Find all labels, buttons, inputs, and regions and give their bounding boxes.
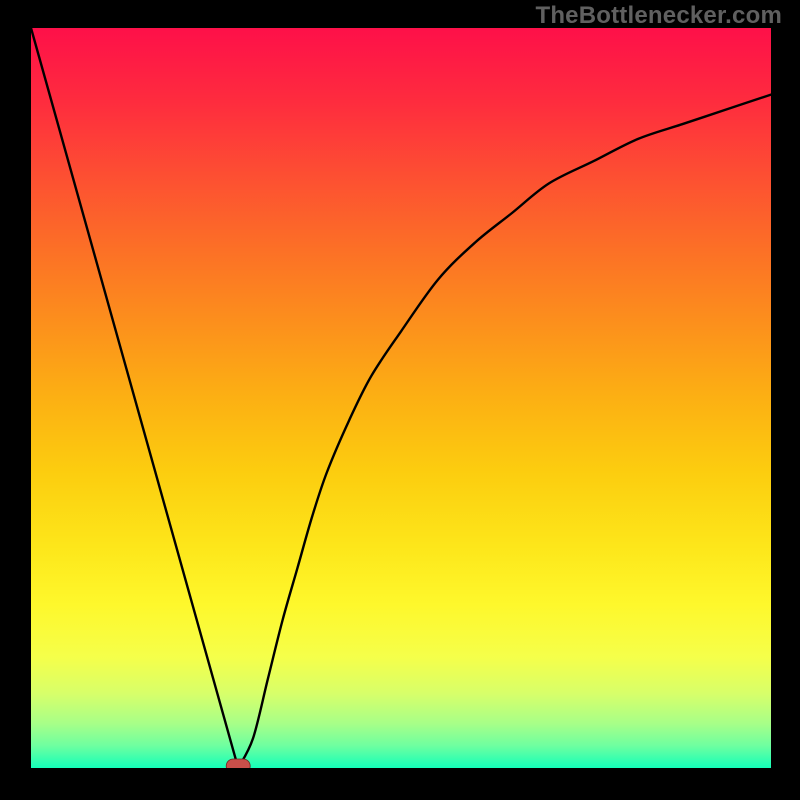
plot-background <box>31 28 771 768</box>
plot-svg <box>31 28 771 768</box>
watermark-text: TheBottlenecker.com <box>535 2 782 30</box>
chart-container: TheBottlenecker.com <box>0 0 800 800</box>
minimum-marker <box>226 759 250 768</box>
plot-area <box>31 28 771 768</box>
